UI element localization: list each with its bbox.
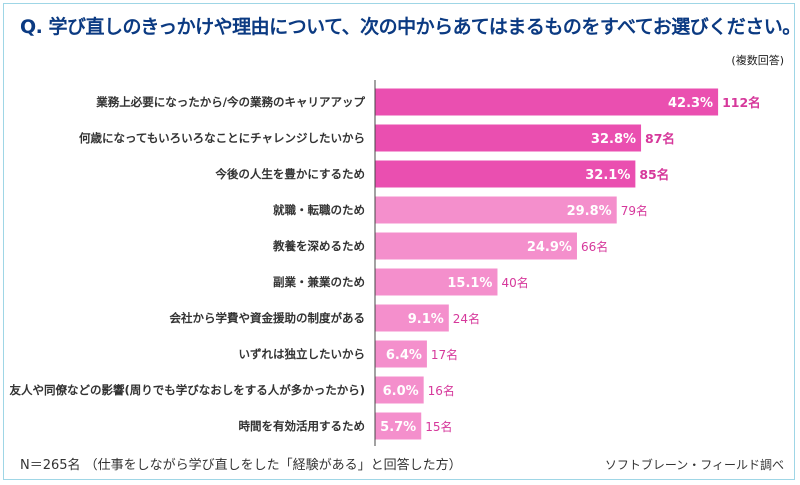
bar	[375, 268, 498, 296]
count-label: 79名	[621, 203, 648, 218]
bar	[375, 340, 427, 368]
value-label: 24.9%	[527, 240, 572, 255]
value-label: 32.8%	[591, 132, 636, 147]
category-label: 教養を深めるため	[272, 239, 365, 253]
value-label: 32.1%	[585, 168, 630, 183]
category-label: 友人や同僚などの影響(周りでも学びなおしをする人が多かったから)	[9, 383, 365, 397]
value-label: 42.3%	[668, 96, 713, 111]
category-label: 今後の人生を豊かにするため	[214, 167, 365, 181]
count-label: 112名	[722, 95, 761, 110]
sample-note: N＝265名 （仕事をしながら学び直しをした「経験がある」と回答した方）	[20, 458, 462, 473]
bar	[375, 88, 719, 116]
value-label: 5.7%	[380, 420, 416, 435]
count-label: 40名	[501, 275, 528, 290]
bar	[375, 160, 636, 188]
source-credit: ソフトブレーン・フィールド調べ	[604, 458, 784, 472]
bar	[375, 412, 422, 440]
bar	[375, 196, 617, 224]
value-label: 15.1%	[447, 276, 492, 291]
bar	[375, 232, 577, 260]
bar	[375, 376, 424, 404]
category-label: 何歳になってもいろいろなことにチャレンジしたいから	[79, 131, 365, 145]
count-label: 17名	[431, 347, 458, 362]
value-label: 6.0%	[383, 384, 419, 399]
count-label: 24名	[453, 311, 480, 326]
category-label: 業務上必要になったから/今の業務のキャリアアップ	[95, 95, 365, 109]
category-label: 時間を有効活用するため	[239, 419, 366, 433]
count-label: 16名	[428, 383, 455, 398]
bar	[375, 124, 642, 152]
value-label: 29.8%	[567, 204, 612, 219]
category-label: 会社から学費や資金援助の制度がある	[169, 311, 366, 325]
value-label: 6.4%	[386, 348, 422, 363]
value-label: 9.1%	[408, 312, 444, 327]
category-label: 就職・転職のため	[273, 203, 365, 217]
chart-title: Q. 学び直しのきっかけや理由について、次の中からあてはまるものをすべてお選びく…	[20, 16, 800, 38]
count-label: 87名	[645, 131, 675, 146]
count-label: 15名	[425, 419, 452, 434]
bar	[375, 304, 449, 332]
category-label: 副業・兼業のため	[273, 275, 365, 289]
count-label: 66名	[581, 239, 608, 254]
count-label: 85名	[639, 167, 669, 182]
chart-subtitle: (複数回答)	[731, 54, 784, 67]
category-label: いずれは独立したいから	[239, 347, 366, 361]
